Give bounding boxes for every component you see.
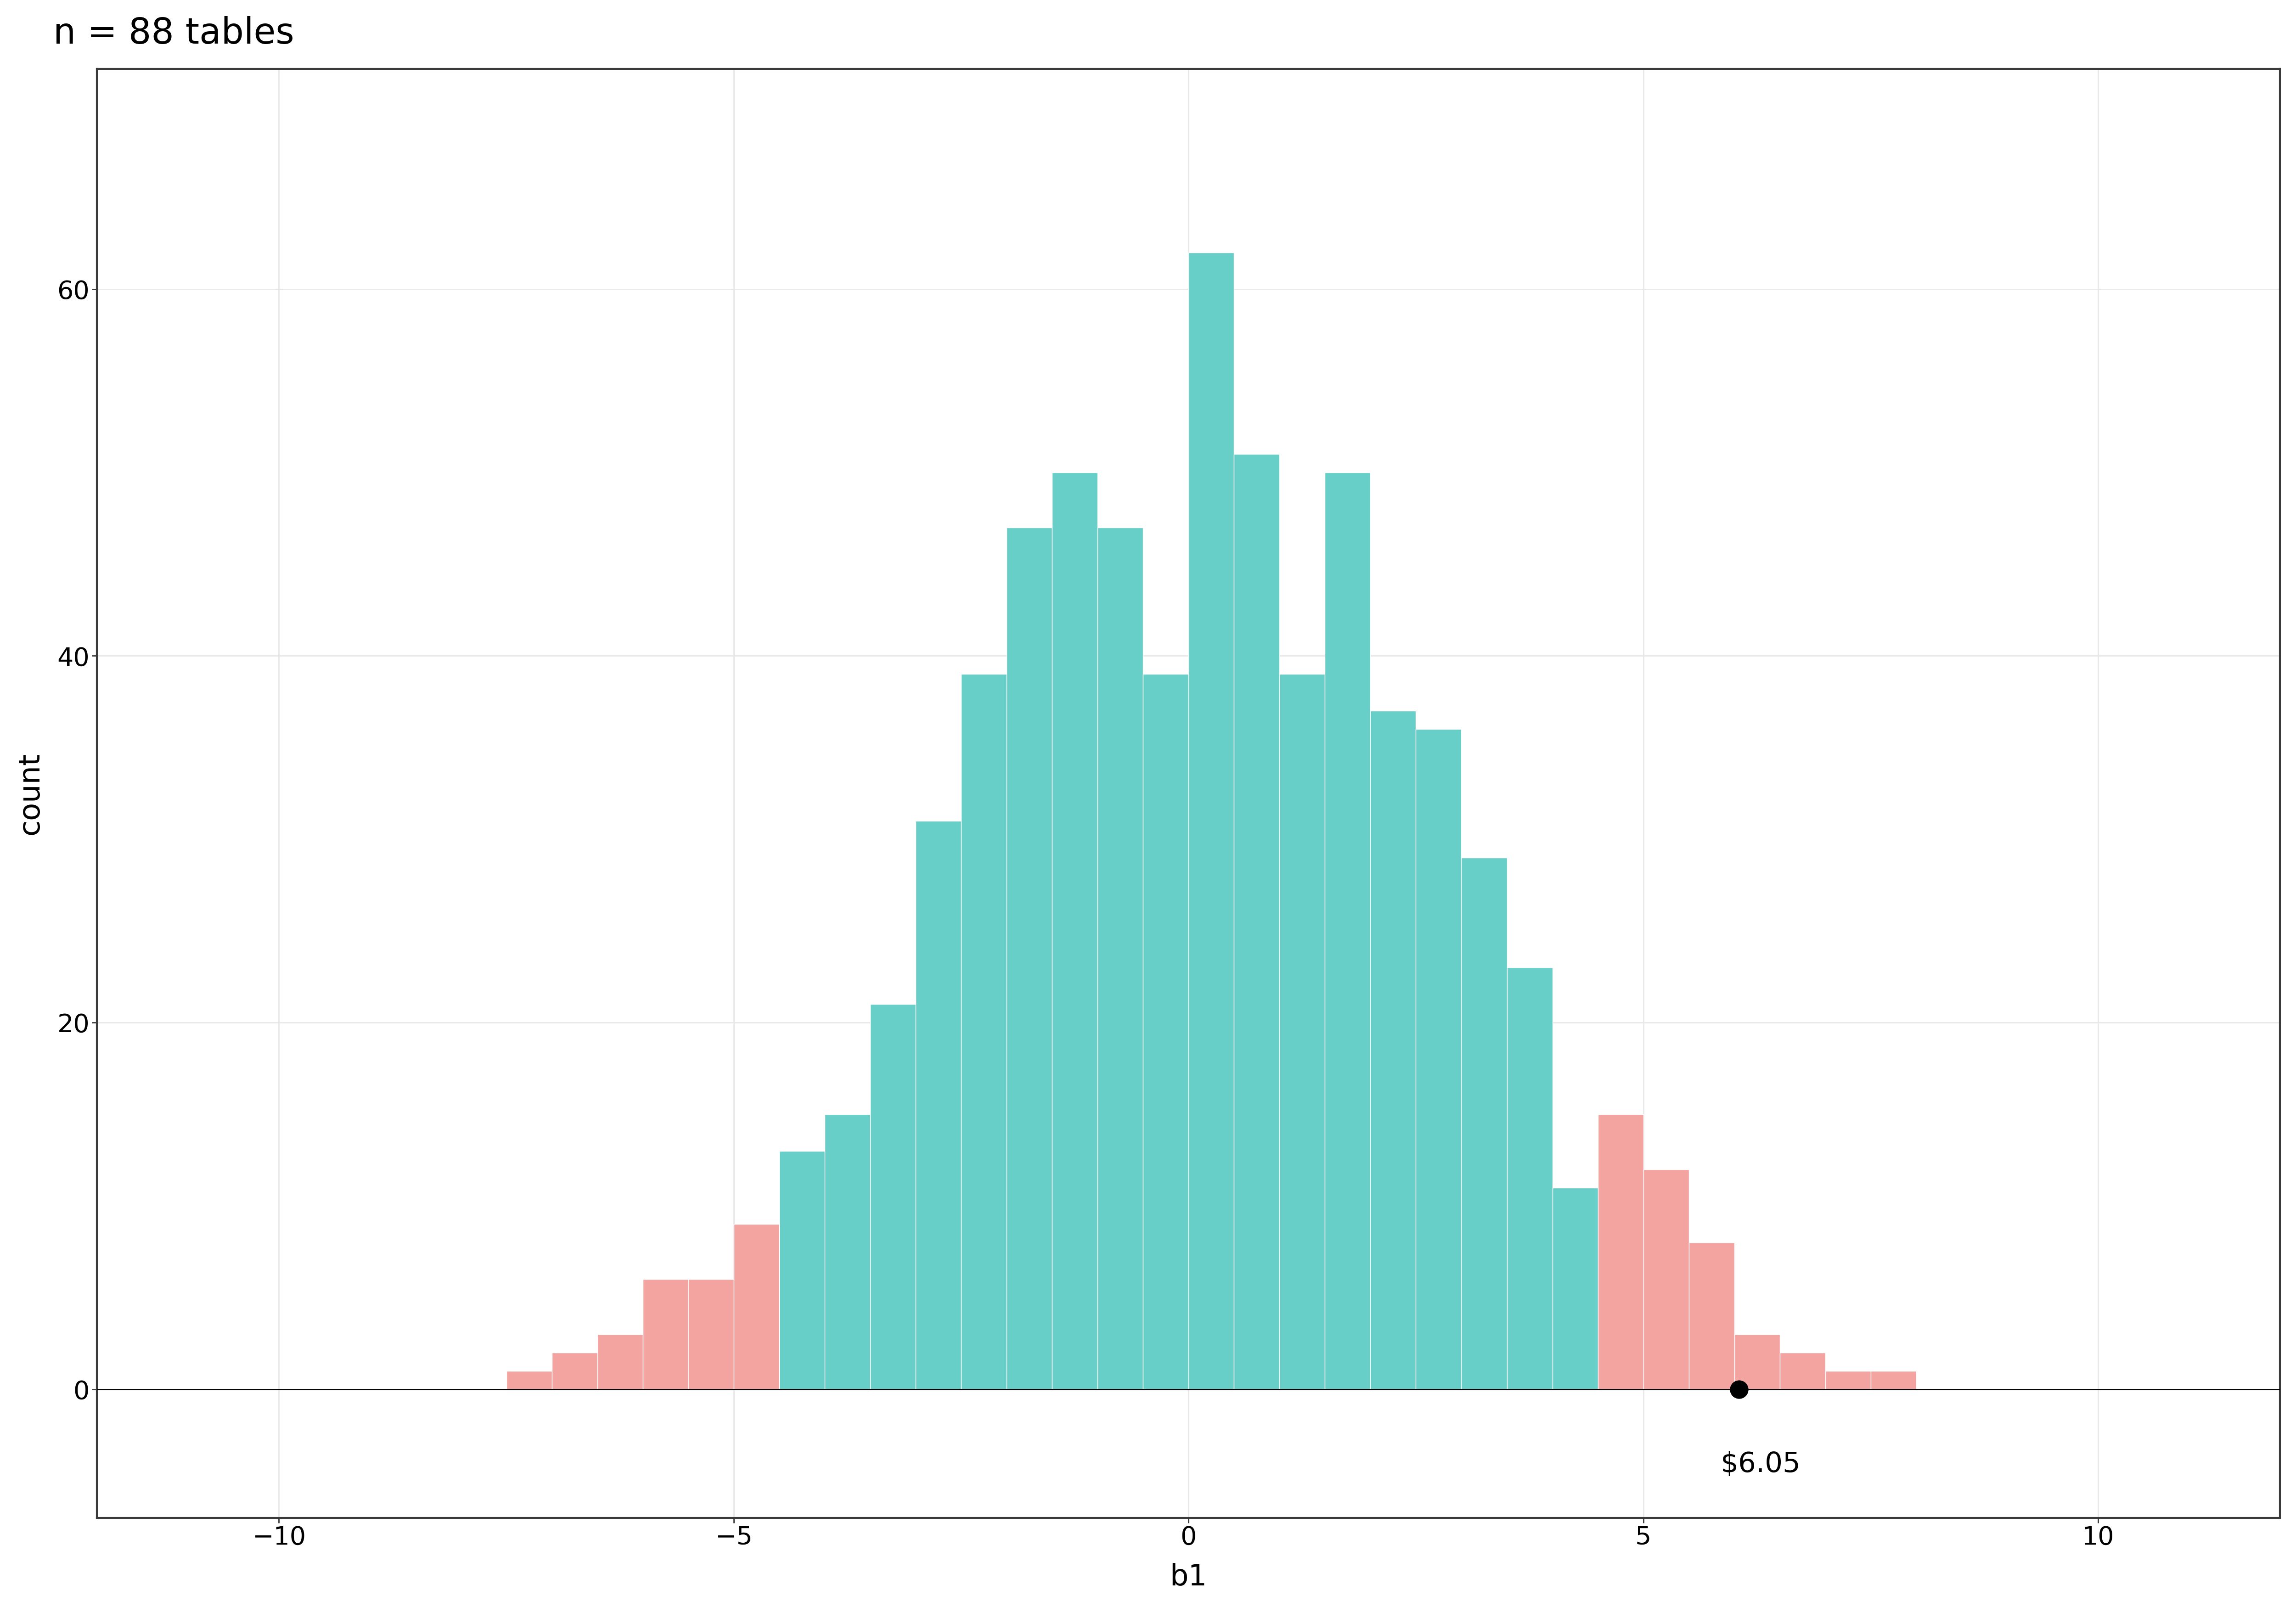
Bar bbox=[1097, 527, 1143, 1390]
Bar bbox=[1690, 1242, 1733, 1390]
Bar bbox=[1143, 675, 1189, 1390]
Text: $6.05: $6.05 bbox=[1720, 1451, 1800, 1478]
Bar bbox=[870, 1004, 916, 1390]
Bar bbox=[824, 1114, 870, 1390]
Bar bbox=[1506, 967, 1552, 1390]
Bar bbox=[1825, 1371, 1871, 1390]
Bar bbox=[1325, 472, 1371, 1390]
Bar bbox=[551, 1353, 597, 1390]
Bar bbox=[643, 1279, 689, 1390]
Y-axis label: count: count bbox=[16, 752, 44, 834]
Bar bbox=[1644, 1170, 1690, 1390]
Bar bbox=[1279, 675, 1325, 1390]
Text: n = 88 tables: n = 88 tables bbox=[53, 16, 294, 51]
Bar bbox=[1417, 730, 1460, 1390]
Bar bbox=[1233, 455, 1279, 1390]
Bar bbox=[1006, 527, 1052, 1390]
Bar bbox=[597, 1334, 643, 1390]
Bar bbox=[1371, 710, 1417, 1390]
Bar bbox=[1189, 252, 1233, 1390]
Bar bbox=[778, 1151, 824, 1390]
Bar bbox=[1052, 472, 1097, 1390]
Bar bbox=[1871, 1371, 1917, 1390]
Bar bbox=[507, 1371, 551, 1390]
Bar bbox=[1733, 1334, 1779, 1390]
Bar bbox=[1552, 1188, 1598, 1390]
X-axis label: b1: b1 bbox=[1171, 1562, 1208, 1591]
Bar bbox=[689, 1279, 735, 1390]
Bar bbox=[1598, 1114, 1644, 1390]
Bar bbox=[1460, 858, 1506, 1390]
Bar bbox=[735, 1225, 778, 1390]
Bar bbox=[1779, 1353, 1825, 1390]
Bar bbox=[916, 821, 962, 1390]
Bar bbox=[962, 675, 1006, 1390]
